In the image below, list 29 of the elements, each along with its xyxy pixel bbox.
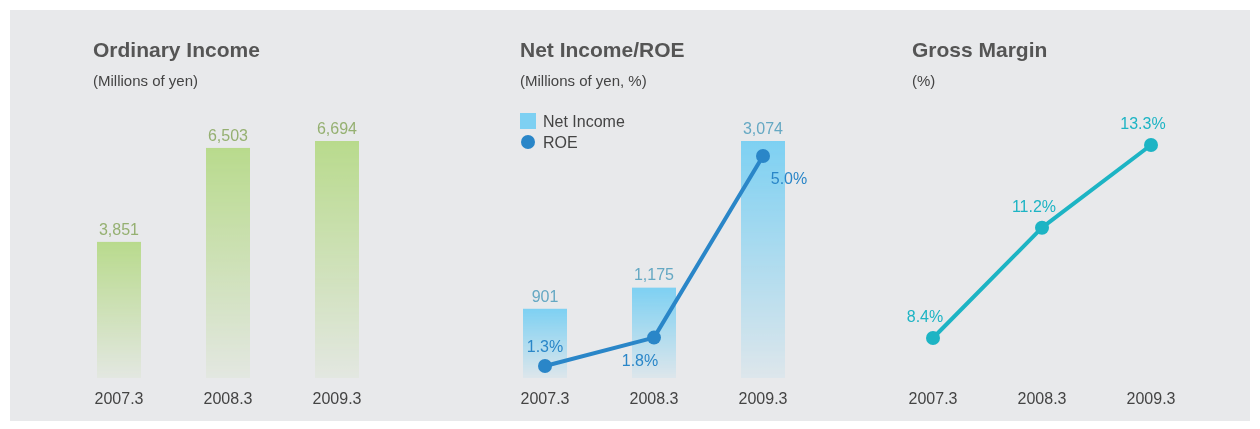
x-tick-label: 2009.3	[1126, 390, 1176, 407]
data-label: 901	[531, 287, 559, 305]
data-label: 1.8%	[621, 351, 659, 369]
data-label: 5.0%	[770, 170, 808, 187]
chart-subtitle: (%)	[912, 72, 936, 89]
data-label: 1,175	[633, 266, 675, 284]
data-label: 13.3%	[1120, 115, 1166, 132]
x-tick-label: 2007.3	[520, 390, 570, 407]
x-tick-label: 2008.3	[629, 390, 679, 407]
data-label: 8.4%	[906, 308, 944, 325]
legend-label: Net Income	[543, 113, 625, 130]
chart-title: Ordinary Income	[93, 38, 260, 61]
data-label: 11.2%	[1011, 197, 1057, 215]
data-label: 1.3%	[526, 338, 564, 355]
chart-subtitle: (Millions of yen)	[93, 72, 199, 89]
data-label: 3,851	[98, 220, 140, 238]
legend-label: ROE	[543, 134, 578, 151]
chart-title: Gross Margin	[912, 38, 1048, 61]
x-tick-label: 2008.3	[203, 390, 253, 407]
data-label: 6,694	[316, 120, 358, 137]
data-label: 6,503	[207, 126, 249, 144]
chart-subtitle: (Millions of yen, %)	[520, 72, 647, 89]
x-tick-label: 2007.3	[908, 390, 958, 407]
x-tick-label: 2009.3	[738, 390, 788, 407]
chart-title: Net Income/ROE	[520, 38, 685, 61]
x-tick-label: 2008.3	[1017, 390, 1067, 407]
x-tick-label: 2007.3	[94, 390, 144, 407]
x-tick-label: 2009.3	[312, 390, 362, 407]
data-label: 3,074	[742, 120, 784, 137]
